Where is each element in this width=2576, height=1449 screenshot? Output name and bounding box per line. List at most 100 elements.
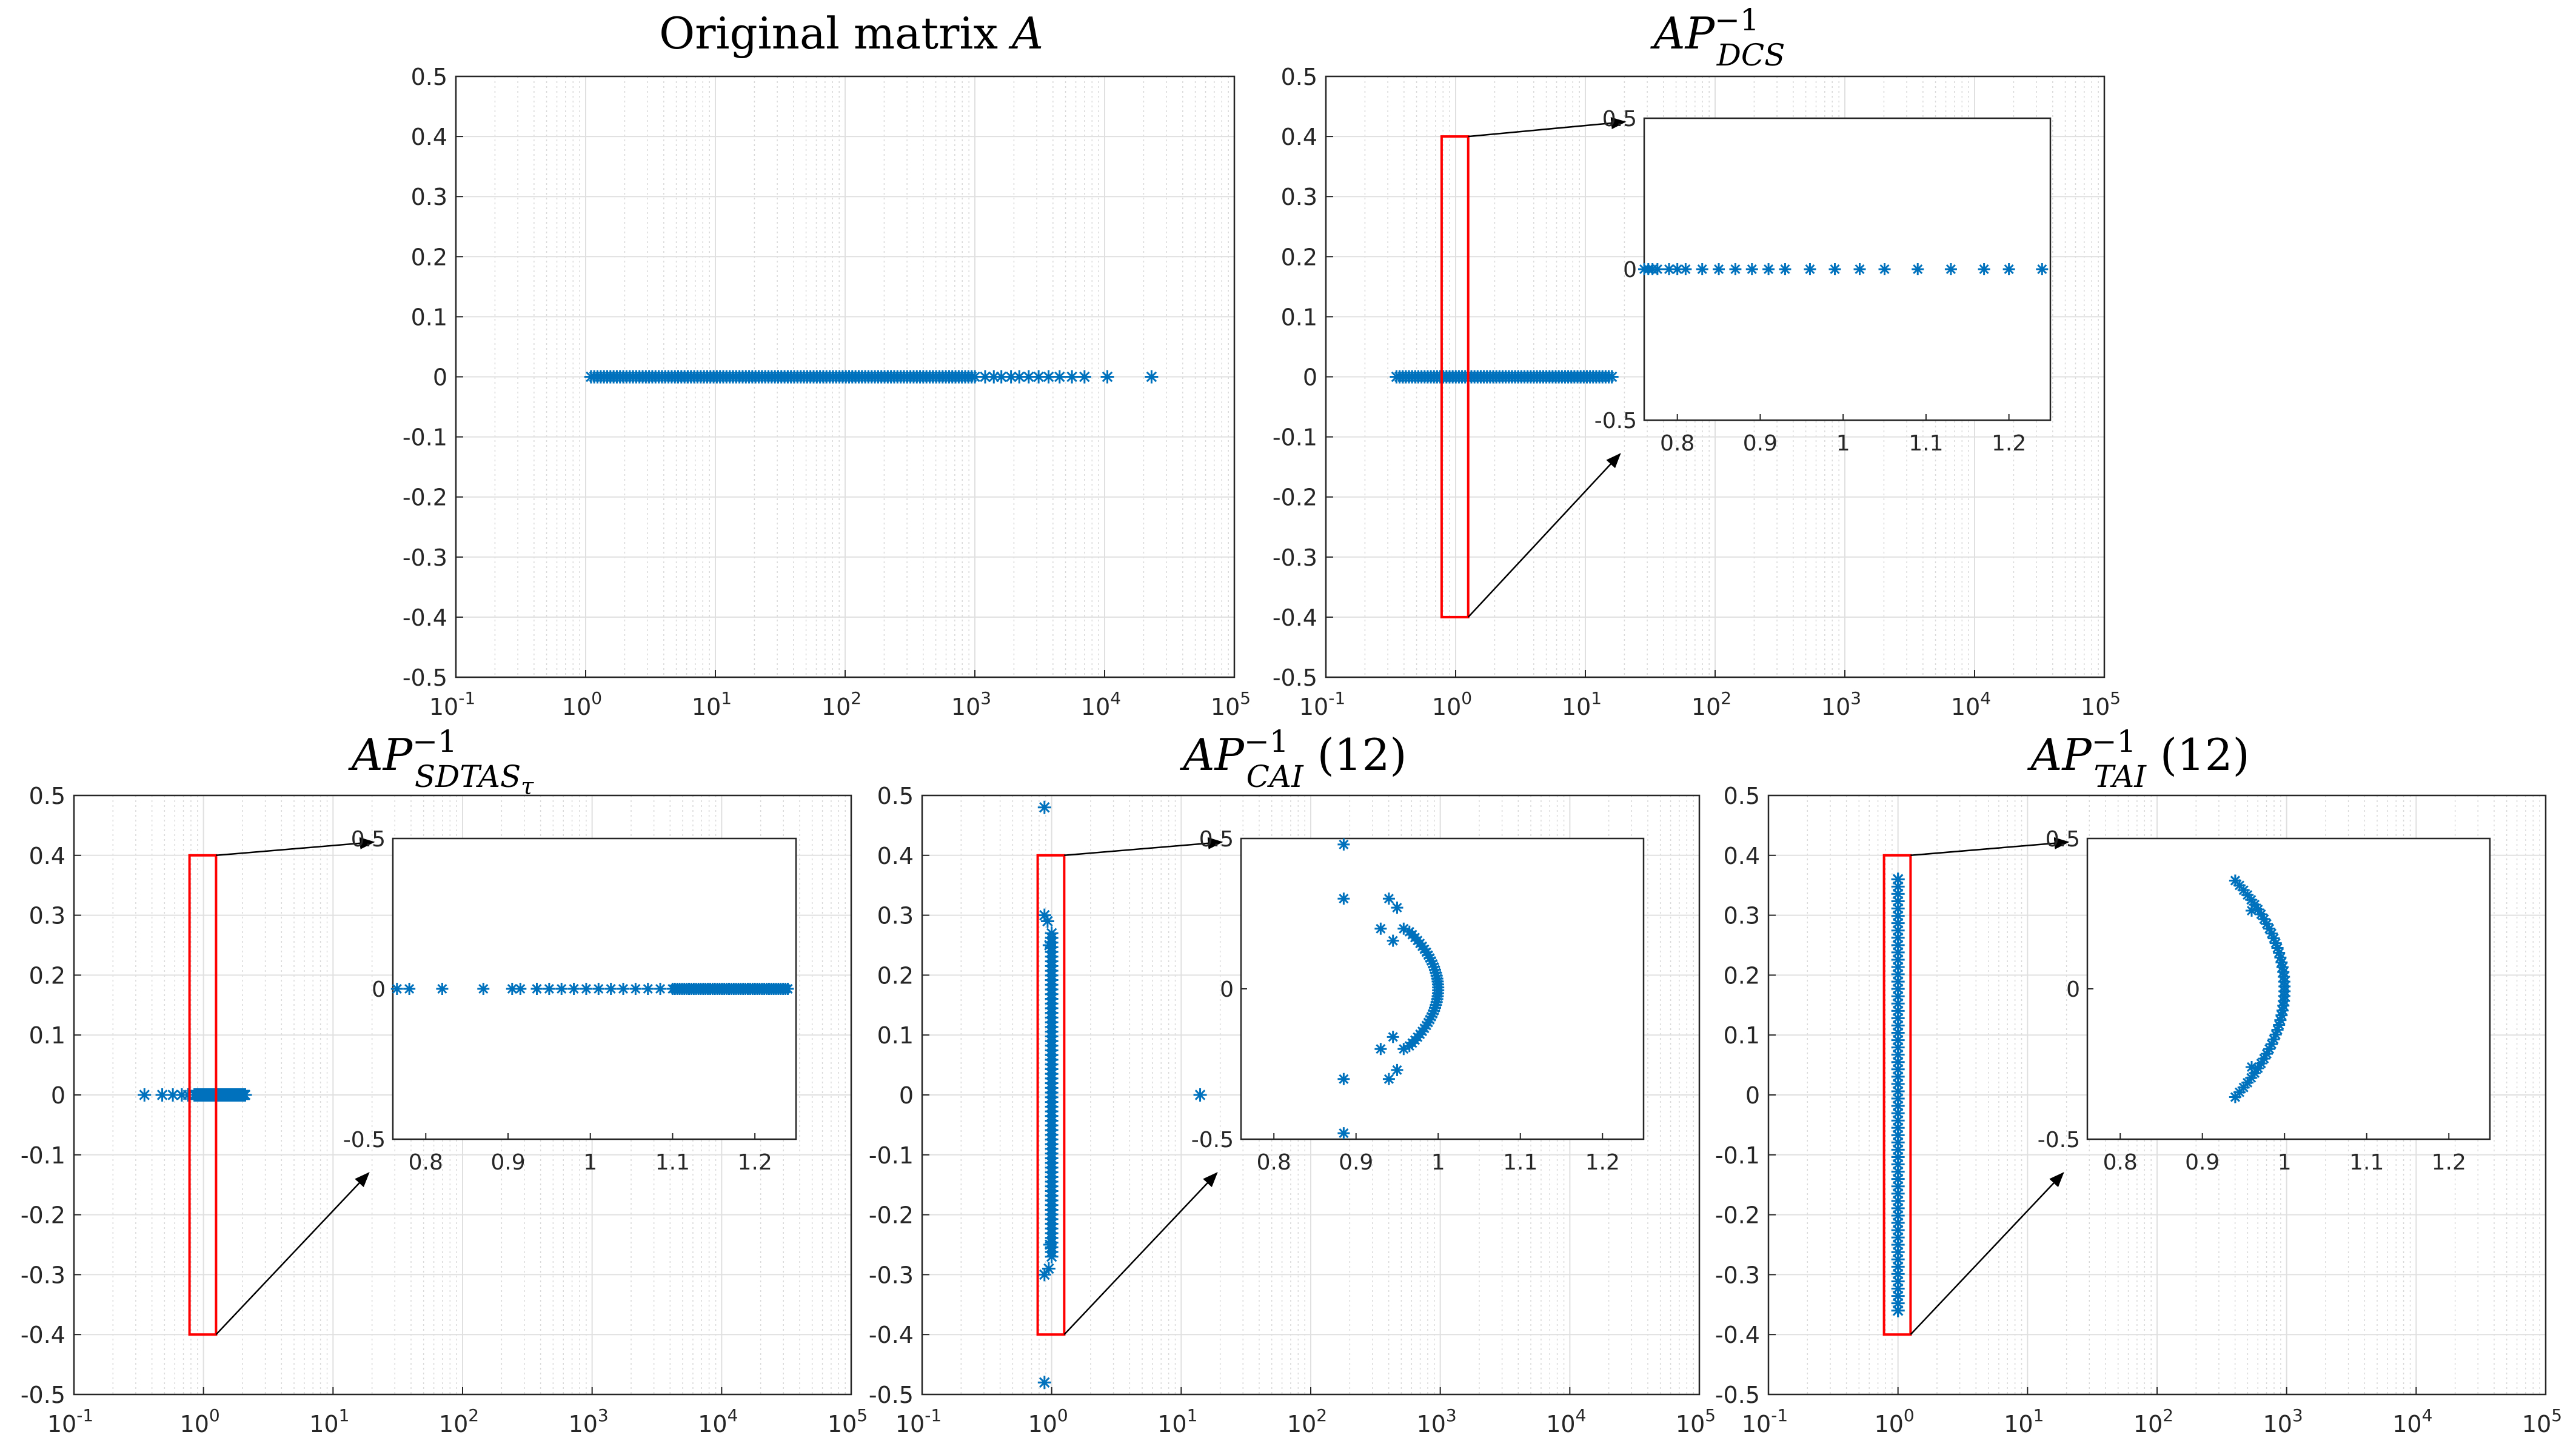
inset-y-tick-label: 0 — [1220, 977, 1234, 1002]
data-point — [1032, 370, 1046, 384]
data-point — [1891, 1150, 1905, 1164]
inset-axes-TAI: 0.8 0.9 1 1.1 1.2 0.5 0 -0.5 — [2038, 827, 2491, 1175]
zoom-highlight-box — [1440, 135, 1470, 618]
data-point — [1891, 1026, 1905, 1040]
zoom-arrow-bottom — [215, 1172, 370, 1336]
y-tick-label: -0.2 — [1273, 484, 1317, 511]
y-tick-label: -0.3 — [1715, 1262, 1760, 1288]
y-tick-label: 0 — [899, 1082, 914, 1109]
inset-data-point — [2258, 1052, 2270, 1065]
data-point — [1022, 370, 1035, 384]
y-tick-label: 0.5 — [29, 783, 65, 809]
inset-data-point — [1427, 957, 1439, 970]
inset-data-point — [1397, 922, 1410, 935]
y-tick-label: -0.3 — [403, 544, 447, 571]
data-point — [1100, 370, 1114, 384]
inset-y-tick-label: 0.5 — [1199, 827, 1234, 852]
title-dcs: AP−1 DCS — [1650, 2, 1785, 73]
x-tick-label: 103 — [951, 688, 991, 720]
data-point — [1891, 1011, 1905, 1025]
inset-data-point — [2241, 889, 2254, 902]
inset-data-point — [2233, 1086, 2246, 1099]
inset-x-tick-label: 0.9 — [1743, 431, 1778, 456]
x-tick-label: 105 — [2522, 1405, 2562, 1437]
zoom-arrow-bottom — [1063, 1172, 1218, 1336]
data-point — [1042, 1262, 1055, 1276]
inset-data-point — [1387, 934, 1399, 947]
inset-data-point — [2273, 1019, 2286, 1031]
data-point — [1891, 1048, 1905, 1062]
inset-data-point — [1382, 1073, 1395, 1085]
y-tick-label: 0.1 — [1724, 1022, 1760, 1049]
x-tick-label: 103 — [569, 1405, 609, 1437]
y-tick-label: 0.1 — [29, 1022, 65, 1049]
inset-data-point — [604, 983, 617, 995]
inset-data-point — [617, 983, 629, 995]
title-tai: AP−1 TAI (12) — [2027, 724, 2249, 794]
data-point — [968, 370, 982, 384]
inset-x-tick-label: 0.8 — [409, 1150, 443, 1175]
inset-data-point — [2237, 1081, 2250, 1094]
data-point — [1891, 1033, 1905, 1047]
inset-x-tick-label: 1 — [1431, 1150, 1445, 1175]
y-tick-label: -0.2 — [403, 484, 447, 511]
data-point — [987, 370, 1001, 384]
y-tick-label: -0.5 — [1273, 664, 1317, 691]
data-point — [1065, 370, 1079, 384]
y-tick-label: -0.4 — [403, 604, 447, 631]
data-point — [1891, 909, 1905, 923]
inset-y-tick-label: 0 — [372, 977, 386, 1002]
zoom-highlight-box — [1036, 854, 1066, 1336]
title-original-matrix: Original matrix A — [659, 8, 1043, 59]
x-tick-label: 104 — [1546, 1405, 1586, 1437]
inset-data-point — [1944, 263, 1957, 275]
inset-y-tick-label: 0 — [1623, 258, 1637, 283]
data-point — [1891, 1062, 1905, 1076]
zoom-arrow-top — [1910, 837, 2070, 857]
inset-axes-CAI: 0.8 0.9 1 1.1 1.2 0.5 0 -0.5 — [1191, 827, 1645, 1175]
data-point — [1891, 916, 1905, 930]
data-point — [1891, 1172, 1905, 1186]
y-tick-label: 0.5 — [1724, 783, 1760, 809]
inset-data-point — [2255, 1057, 2267, 1070]
inset-x-tick-label: 1.1 — [2349, 1150, 2384, 1175]
x-tick-label: 10-1 — [429, 688, 475, 720]
title-sdtas: AP−1 SDTASτ — [348, 724, 535, 800]
data-point — [1891, 1128, 1905, 1142]
x-tick-label: 103 — [2263, 1405, 2303, 1437]
y-tick-label: 0.2 — [877, 962, 914, 989]
inset-data-point — [1729, 263, 1742, 275]
x-tick-label: 104 — [1081, 688, 1121, 720]
data-point — [1037, 1376, 1051, 1390]
inset-data-point — [2237, 884, 2250, 897]
data-point — [1042, 370, 1055, 384]
data-point — [1891, 872, 1905, 886]
inset-data-point — [1651, 263, 1664, 275]
y-tick-label: 0.2 — [411, 244, 447, 270]
inset-data-point — [2002, 263, 2015, 275]
inset-data-point — [1425, 955, 1437, 968]
y-tick-label: -0.2 — [1715, 1202, 1760, 1229]
title-cai: AP−1 CAI (12) — [1180, 724, 1407, 794]
inset-data-point — [2258, 912, 2270, 925]
inset-data-point — [2246, 905, 2258, 917]
x-tick-label: 10-1 — [895, 1405, 942, 1437]
y-tick-label: 0 — [433, 364, 447, 391]
inset-data-point — [1387, 1031, 1399, 1043]
x-tick-label: 10-1 — [47, 1405, 93, 1437]
data-point — [1891, 1179, 1905, 1193]
data-point — [1037, 1268, 1051, 1282]
inset-data-point — [580, 983, 592, 995]
inset-data-point — [2275, 1009, 2288, 1022]
inset-data-point — [2274, 1014, 2287, 1026]
inset-x-tick-label: 1 — [2278, 1150, 2292, 1175]
inset-data-point — [1382, 892, 1395, 905]
data-point — [1040, 914, 1054, 928]
data-point — [166, 1088, 180, 1102]
inset-x-tick-label: 1.1 — [1909, 431, 1943, 456]
y-tick-label: 0 — [1745, 1082, 1760, 1109]
inset-x-tick-label: 1.2 — [1585, 1150, 1620, 1175]
data-point — [1891, 1194, 1905, 1208]
data-point — [1891, 989, 1905, 1003]
data-point — [1891, 1084, 1905, 1098]
